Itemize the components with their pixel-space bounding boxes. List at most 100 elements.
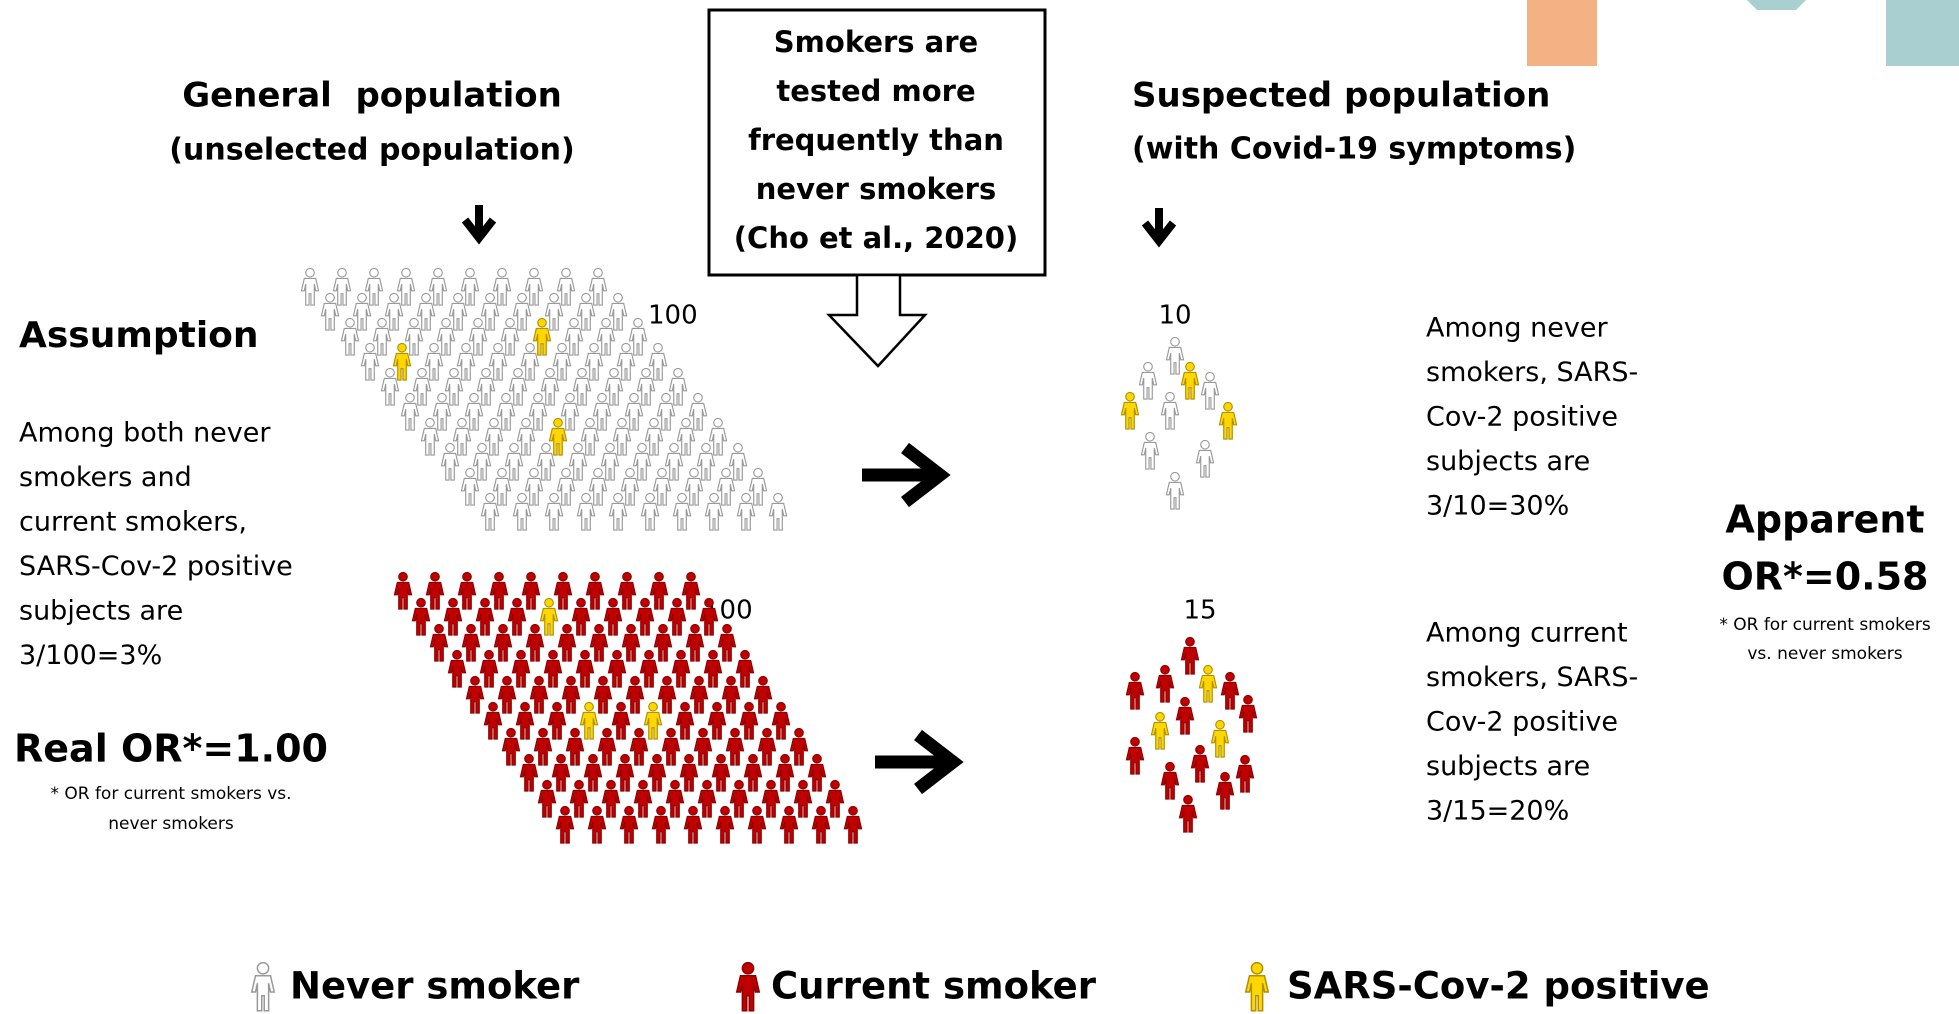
person-icon bbox=[533, 728, 553, 766]
assumption-text: Among both never smokers and current smoke… bbox=[19, 418, 293, 672]
person-icon bbox=[465, 676, 485, 714]
person-icon bbox=[480, 293, 500, 331]
person-icon bbox=[704, 493, 724, 531]
legend: Never smoker Current smoker SARS-Cov-2 pos… bbox=[250, 962, 1710, 1012]
person-icon bbox=[1198, 665, 1218, 703]
person-icon bbox=[492, 468, 512, 506]
person-icon bbox=[393, 572, 413, 610]
person-icon bbox=[703, 650, 723, 688]
person-icon bbox=[537, 780, 557, 818]
person-icon bbox=[484, 418, 504, 456]
person-icon bbox=[640, 493, 660, 531]
text-line: frequently than bbox=[748, 123, 1004, 157]
text-line: subjects are bbox=[1426, 446, 1590, 477]
person-icon bbox=[588, 268, 608, 306]
decor-block bbox=[1527, 0, 1597, 66]
person-icon bbox=[592, 393, 612, 431]
person-icon bbox=[789, 728, 809, 766]
person-icon bbox=[665, 780, 685, 818]
person-icon bbox=[672, 493, 692, 531]
count: 10 bbox=[1158, 301, 1191, 331]
person-icon bbox=[584, 343, 604, 381]
person-icon bbox=[679, 754, 699, 792]
person-icon bbox=[536, 443, 556, 481]
person-icon bbox=[617, 572, 637, 610]
person-icon bbox=[675, 702, 695, 740]
person-icon bbox=[635, 598, 655, 636]
person-icon bbox=[412, 368, 432, 406]
person-icon bbox=[1165, 472, 1185, 510]
person-icon bbox=[811, 806, 831, 844]
person-icon bbox=[561, 676, 581, 714]
person-icon bbox=[649, 572, 669, 610]
text-line: Among current bbox=[1426, 618, 1628, 649]
person-icon bbox=[671, 650, 691, 688]
person-icon bbox=[525, 624, 545, 662]
person-icon bbox=[648, 343, 668, 381]
text-line: Cov-2 positive bbox=[1426, 707, 1618, 738]
person-icon bbox=[1195, 440, 1215, 478]
legend-icon bbox=[735, 962, 761, 1012]
person-icon bbox=[569, 780, 589, 818]
person-icon bbox=[524, 268, 544, 306]
person-icon bbox=[656, 393, 676, 431]
person-icon bbox=[1238, 695, 1258, 733]
person-icon bbox=[384, 293, 404, 331]
person-icon bbox=[1160, 392, 1180, 430]
person-icon bbox=[588, 468, 608, 506]
apparent-or: Apparent OR*=0.58 bbox=[1721, 498, 1928, 599]
footnote: * OR for current smokers vs. never smoker… bbox=[50, 784, 291, 834]
person-icon bbox=[424, 343, 444, 381]
text-line: current smokers, bbox=[19, 507, 247, 538]
person-icon bbox=[739, 702, 759, 740]
person-icon bbox=[571, 598, 591, 636]
text-line: Smokers are bbox=[774, 25, 978, 59]
header-subtitle: (unselected population) bbox=[169, 133, 574, 168]
person-icon bbox=[708, 418, 728, 456]
text-line: never smokers bbox=[108, 814, 234, 834]
person-icon bbox=[736, 493, 756, 531]
person-icon bbox=[1175, 697, 1195, 735]
person-icon bbox=[1125, 737, 1145, 775]
header-subtitle: (with Covid-19 symptoms) bbox=[1132, 132, 1576, 167]
down-arrow bbox=[1141, 208, 1177, 248]
person-icon bbox=[519, 754, 539, 792]
person-icon bbox=[696, 443, 716, 481]
legend-icon bbox=[250, 962, 276, 1012]
person-icon bbox=[429, 624, 449, 662]
person-icon bbox=[807, 754, 827, 792]
person-icon bbox=[608, 293, 628, 331]
person-icon bbox=[636, 368, 656, 406]
person-icon bbox=[725, 728, 745, 766]
person-icon bbox=[597, 728, 617, 766]
person-icon bbox=[1165, 337, 1185, 375]
person-icon bbox=[825, 780, 845, 818]
person-icon bbox=[625, 676, 645, 714]
person-icon bbox=[615, 754, 635, 792]
person-icon bbox=[440, 443, 460, 481]
person-icon bbox=[364, 268, 384, 306]
result-text: Among never smokers, SARS- Cov-2 positive s… bbox=[1426, 313, 1638, 522]
person-icon bbox=[511, 650, 531, 688]
person-icon bbox=[608, 493, 628, 531]
person-icon bbox=[332, 268, 352, 306]
person-icon bbox=[1180, 362, 1200, 400]
person-icon bbox=[589, 624, 609, 662]
person-icon bbox=[1120, 392, 1140, 430]
header-title: General population bbox=[182, 76, 562, 116]
person-icon bbox=[1218, 402, 1238, 440]
person-icon bbox=[340, 318, 360, 356]
text-line: never smokers bbox=[756, 172, 996, 206]
person-icon bbox=[452, 418, 472, 456]
person-icon bbox=[300, 268, 320, 306]
text-line: subjects are bbox=[1426, 751, 1590, 782]
person-icon bbox=[528, 393, 548, 431]
text-line: smokers, SARS- bbox=[1426, 662, 1638, 693]
person-icon bbox=[512, 293, 532, 331]
text-line: tested more bbox=[776, 74, 975, 108]
person-icon bbox=[793, 780, 813, 818]
count: 100 bbox=[648, 301, 698, 331]
person-icon bbox=[711, 754, 731, 792]
text-line: 3/10=30% bbox=[1426, 491, 1569, 522]
person-icon bbox=[653, 624, 673, 662]
